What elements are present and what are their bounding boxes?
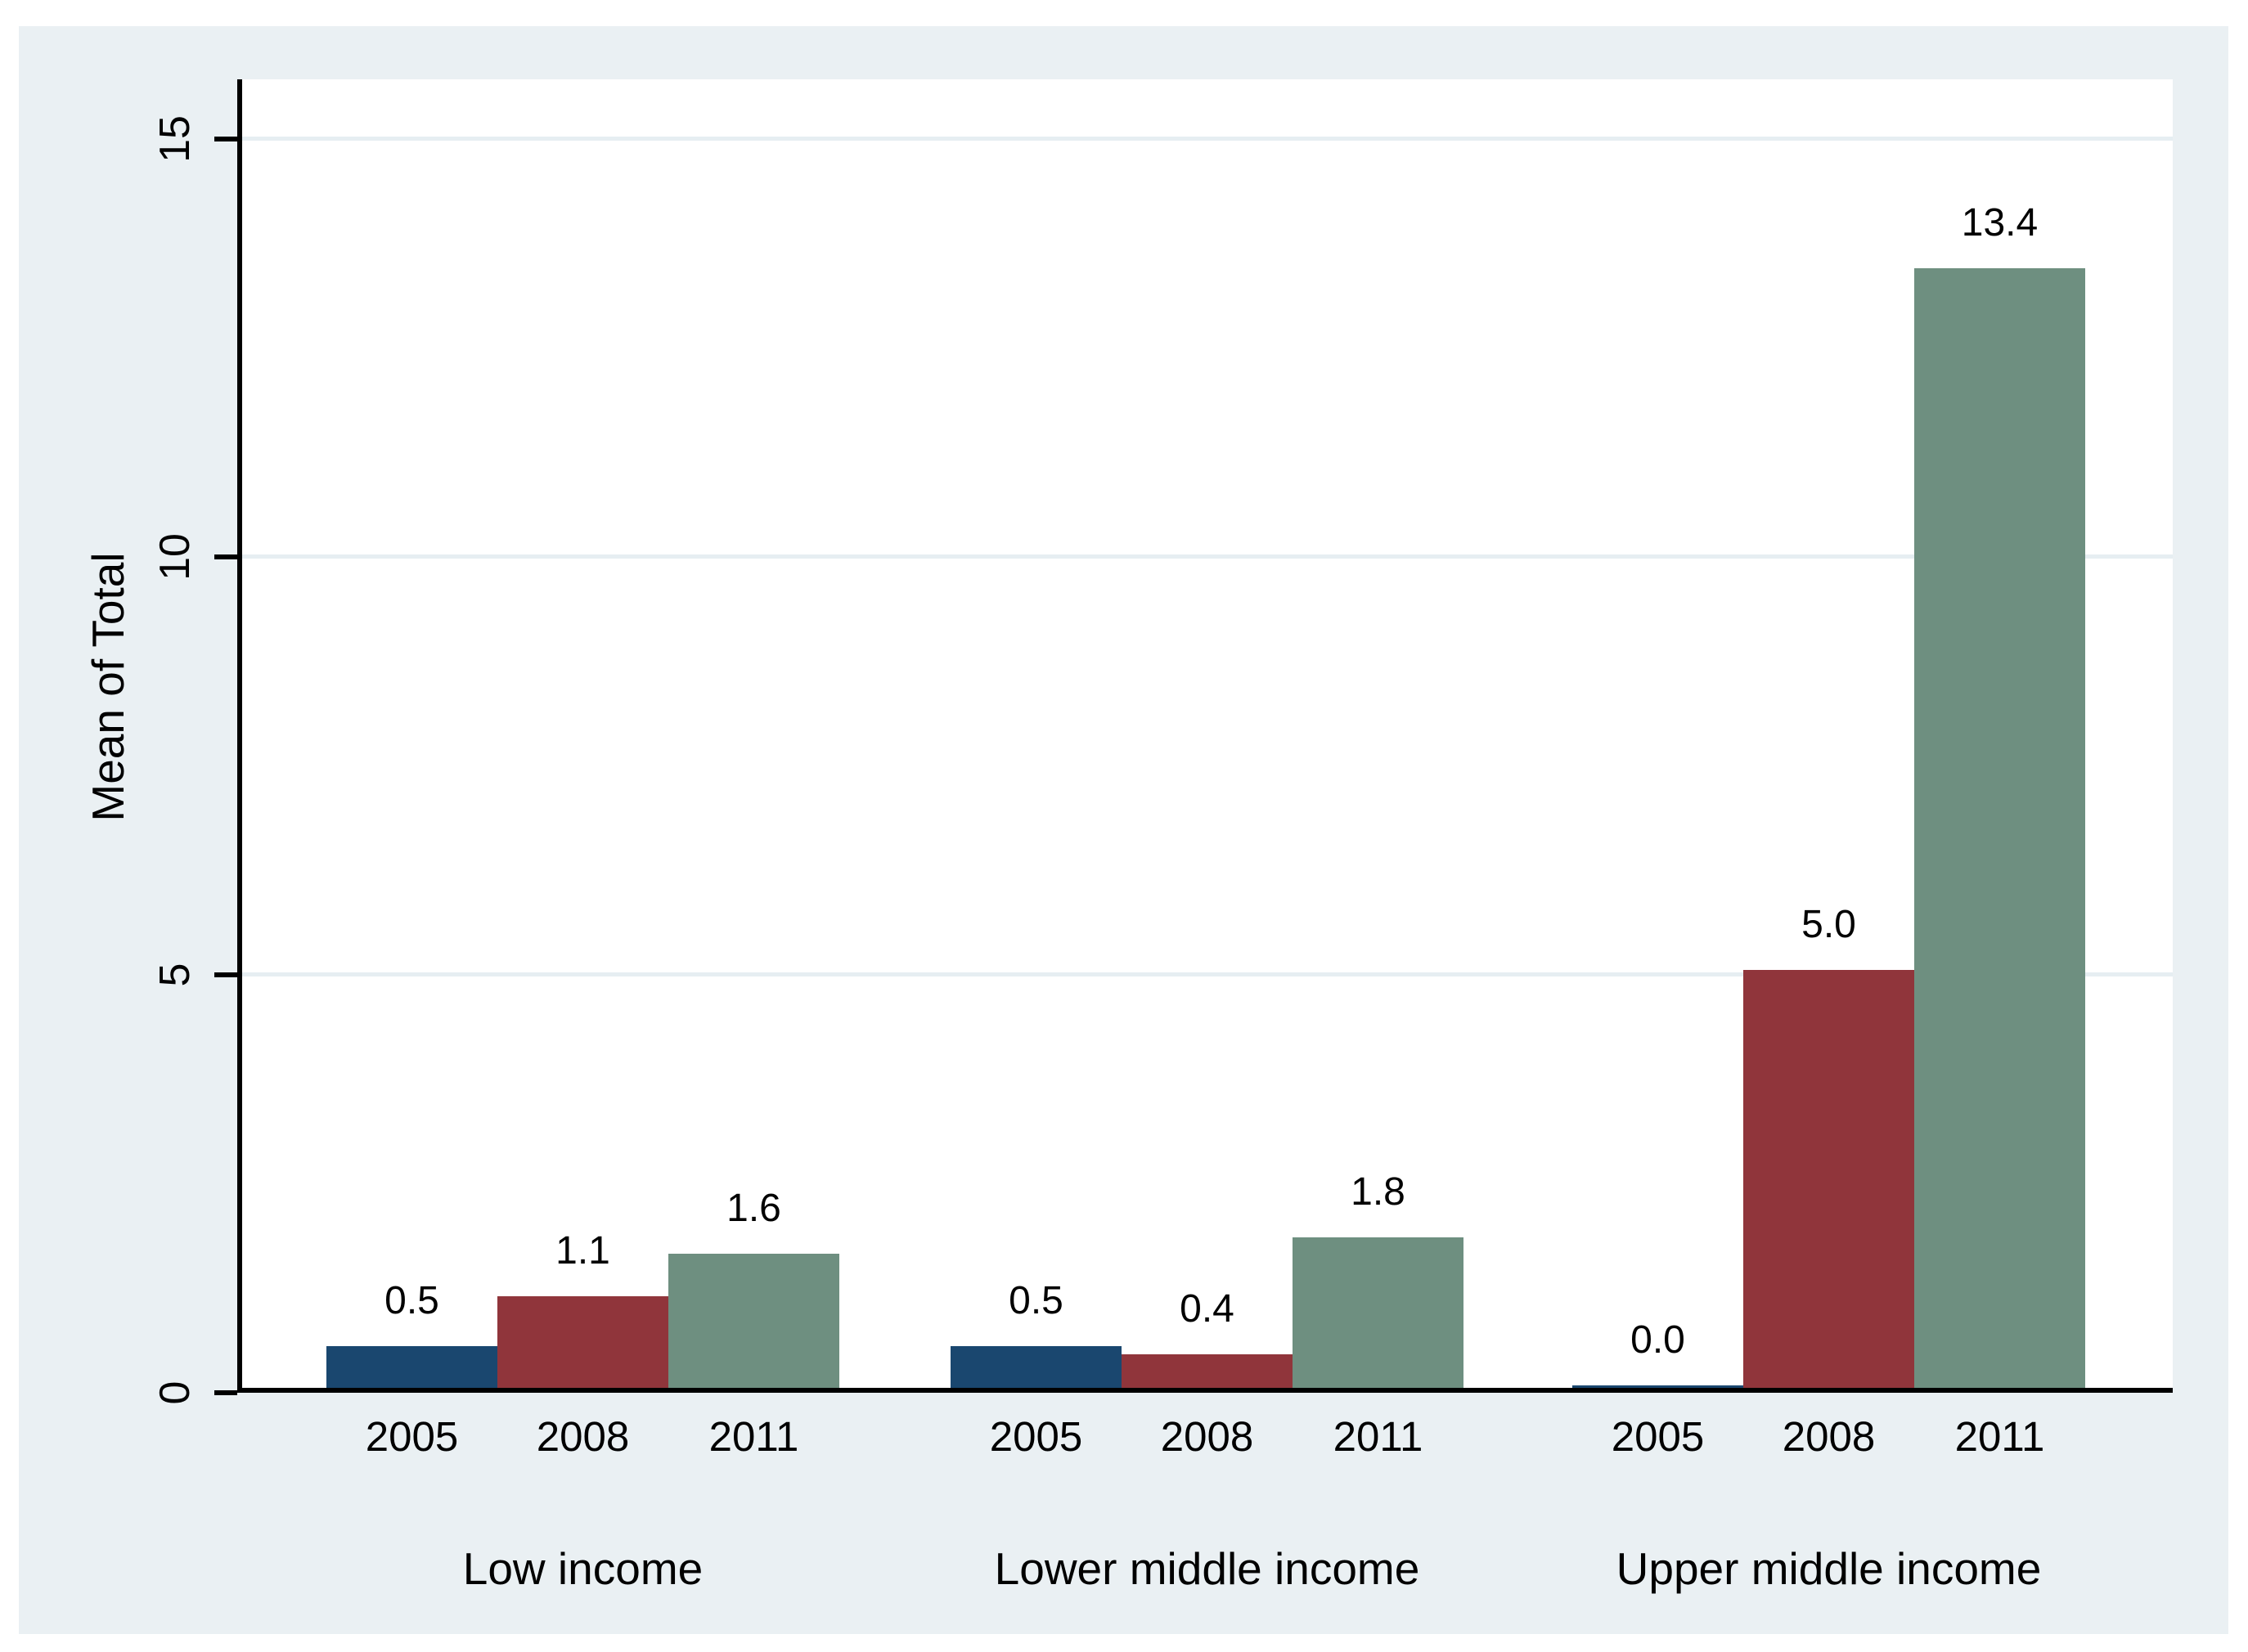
y-axis-title: Mean of Total	[83, 552, 133, 822]
bar-value-label-2005-lower-middle-income: 0.5	[1009, 1278, 1063, 1322]
gridline-y5	[242, 972, 2173, 976]
bar-value-label-2008-low-income: 1.1	[555, 1228, 610, 1273]
y-tick-label-5: 5	[151, 963, 199, 987]
bar-value-label-2008-lower-middle-income: 0.4	[1180, 1287, 1234, 1331]
x-tick-label-2011-upper-middle-income: 2011	[1954, 1413, 2045, 1460]
y-tick-mark-15	[214, 137, 237, 141]
y-tick-mark-5	[214, 972, 237, 977]
bar-2008-upper-middle-income	[1743, 970, 1914, 1388]
x-tick-label-2005-upper-middle-income: 2005	[1611, 1413, 1705, 1460]
bar-value-label-2011-lower-middle-income: 1.8	[1351, 1170, 1405, 1214]
group-label-lower-middle-income: Lower middle income	[994, 1543, 1420, 1594]
bar-2005-lower-middle-income	[951, 1345, 1122, 1388]
gridline-y15	[242, 137, 2173, 141]
bar-value-label-2005-upper-middle-income: 0.0	[1630, 1318, 1685, 1362]
bar-2011-lower-middle-income	[1293, 1237, 1463, 1388]
bar-value-label-2011-low-income: 1.6	[726, 1187, 781, 1231]
bar-2008-low-income	[497, 1295, 668, 1388]
y-tick-mark-10	[214, 554, 237, 559]
y-tick-mark-0	[214, 1390, 237, 1395]
x-tick-label-2005-low-income: 2005	[365, 1413, 459, 1460]
group-label-low-income: Low income	[462, 1543, 704, 1594]
bar-2005-upper-middle-income	[1572, 1385, 1743, 1388]
gridline-y10	[242, 554, 2173, 559]
x-tick-label-2011-lower-middle-income: 2011	[1333, 1413, 1423, 1460]
bar-value-label-2005-low-income: 0.5	[384, 1278, 439, 1322]
bar-value-label-2008-upper-middle-income: 5.0	[1801, 903, 1856, 946]
y-tick-label-10: 10	[151, 533, 199, 581]
x-tick-label-2011-low-income: 2011	[708, 1413, 799, 1460]
group-label-upper-middle-income: Upper middle income	[1616, 1543, 2042, 1594]
bar-2011-low-income	[668, 1254, 839, 1388]
bar-2008-lower-middle-income	[1122, 1354, 1293, 1388]
y-tick-label-15: 15	[151, 115, 199, 163]
x-tick-label-2008-lower-middle-income: 2008	[1160, 1413, 1254, 1460]
x-tick-label-2008-low-income: 2008	[536, 1413, 630, 1460]
bar-value-label-2011-upper-middle-income: 13.4	[1961, 200, 2039, 245]
x-tick-label-2005-lower-middle-income: 2005	[989, 1413, 1083, 1460]
bar-2011-upper-middle-income	[1914, 267, 2085, 1388]
y-tick-label-0: 0	[151, 1380, 199, 1405]
x-tick-label-2008-upper-middle-income: 2008	[1782, 1413, 1876, 1460]
bar-2005-low-income	[326, 1345, 497, 1388]
